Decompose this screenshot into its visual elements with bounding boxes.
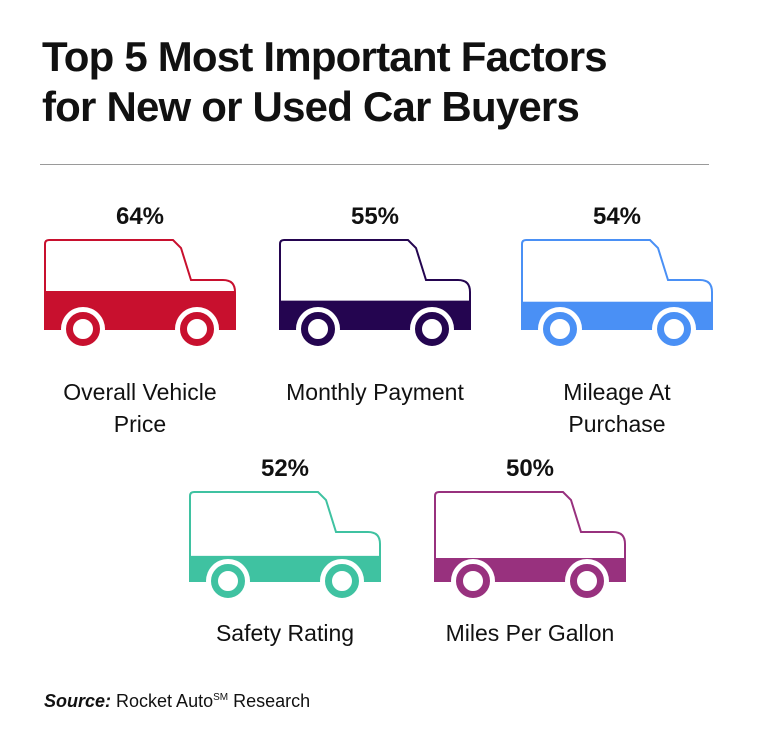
title-line-1: Top 5 Most Important Factors	[42, 33, 608, 80]
car-mark-3	[521, 239, 713, 351]
page-title: Top 5 Most Important Factors for New or …	[42, 32, 742, 132]
wheel-icon	[657, 312, 691, 346]
category-label: Monthly Payment	[286, 379, 464, 405]
value-label: 64%	[116, 203, 164, 230]
car-outline	[434, 491, 626, 582]
car-outline	[521, 239, 713, 330]
wheel-icon	[456, 564, 490, 598]
source-suffix: Research	[228, 691, 311, 711]
car-mark-1	[44, 239, 236, 351]
source-note: Source: Rocket AutoSM Research	[44, 691, 310, 712]
car-outline	[189, 491, 381, 582]
wheel-icon	[180, 312, 214, 346]
value-label: 54%	[593, 203, 641, 230]
source-superscript: SM	[213, 692, 229, 703]
category-label: Miles Per Gallon	[446, 620, 615, 646]
source-text: Rocket Auto	[111, 691, 214, 711]
wheel-icon	[211, 564, 245, 598]
car-mark-5	[434, 491, 626, 603]
wheel-icon	[325, 564, 359, 598]
wheel-icon	[415, 312, 449, 346]
category-label: Mileage At	[563, 379, 671, 405]
wheel-icon	[570, 564, 604, 598]
source-prefix: Source:	[44, 691, 112, 711]
title-line-2: for New or Used Car Buyers	[42, 83, 580, 130]
category-label: Safety Rating	[216, 620, 354, 646]
value-label: 52%	[261, 455, 309, 482]
category-label: Purchase	[568, 411, 665, 437]
car-mark-2	[279, 239, 471, 351]
category-label: Price	[114, 411, 166, 437]
car-outline	[44, 239, 236, 330]
car-mark-4	[189, 491, 381, 603]
category-label: Overall Vehicle	[63, 379, 216, 405]
car-outline	[279, 239, 471, 330]
wheel-icon	[301, 312, 335, 346]
title-divider	[40, 164, 709, 165]
wheel-icon	[66, 312, 100, 346]
value-label: 50%	[506, 455, 554, 482]
wheel-icon	[543, 312, 577, 346]
value-label: 55%	[351, 203, 399, 230]
